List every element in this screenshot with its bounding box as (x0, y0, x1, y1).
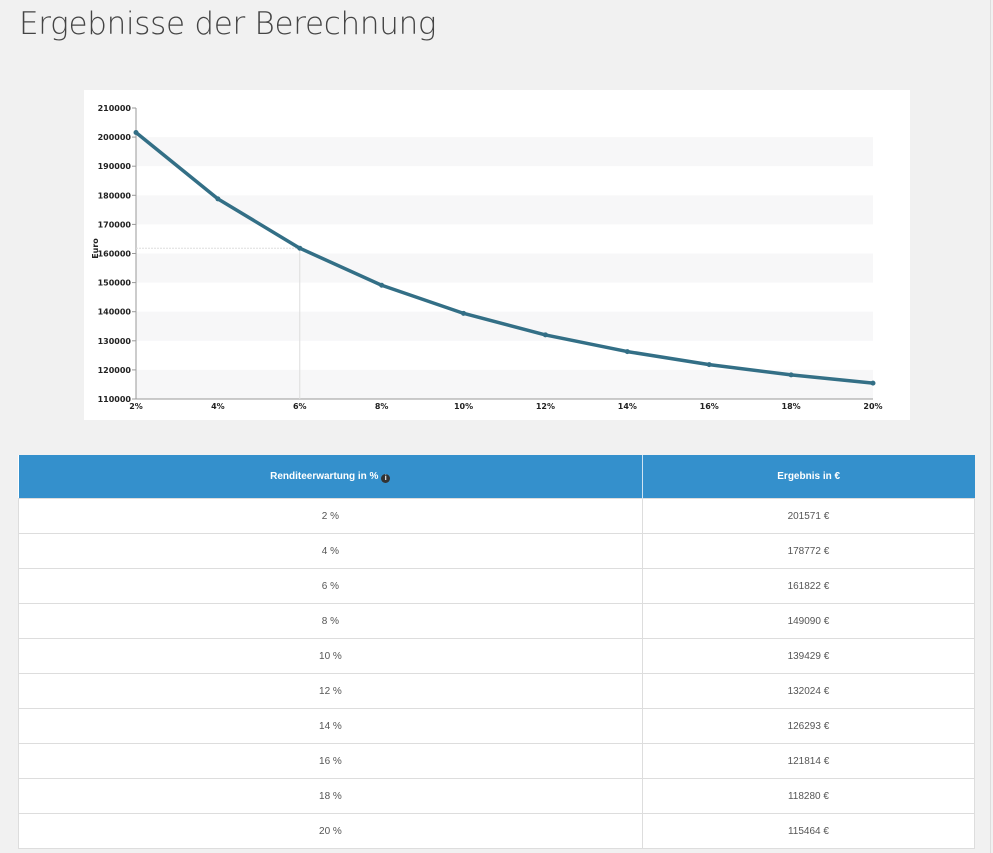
cell-rendite: 10 % (18, 638, 643, 674)
grid-band (136, 137, 873, 167)
cell-ergebnis: 121814 € (641, 743, 976, 779)
data-point (133, 130, 139, 136)
data-point (215, 196, 221, 202)
cell-rendite: 18 % (18, 778, 643, 814)
table-row: 8 % 149090 € (18, 603, 976, 639)
y-tick-label: 160000 (98, 250, 132, 259)
cell-rendite: 20 % (18, 813, 643, 849)
cell-rendite: 14 % (18, 708, 643, 744)
y-tick-label: 180000 (98, 191, 132, 200)
y-tick-label: 190000 (98, 162, 132, 171)
cell-ergebnis: 126293 € (641, 708, 976, 744)
cell-rendite: 4 % (18, 533, 643, 569)
cell-ergebnis: 161822 € (641, 568, 976, 604)
data-point (624, 349, 630, 355)
y-axis-label: Euro (91, 238, 100, 259)
x-tick-label: 16% (700, 402, 719, 411)
x-tick-label: 4% (211, 402, 225, 411)
x-tick-label: 20% (863, 402, 882, 411)
data-point (706, 362, 712, 368)
results-chart: 110000 120000 130000 140000 150000 160000 1700… (84, 90, 910, 420)
table-row: 10 % 139429 € (18, 638, 976, 674)
page-title: Ergebnisse der Berechnung (19, 6, 437, 42)
data-point (542, 332, 548, 338)
y-tick-label: 200000 (98, 133, 132, 142)
y-tick-label: 130000 (98, 337, 132, 346)
data-point (379, 282, 385, 288)
grid-band (136, 311, 873, 341)
table-row: 4 % 178772 € (18, 533, 976, 569)
cell-rendite: 2 % (18, 498, 643, 534)
table-row: 20 % 115464 € (18, 813, 976, 849)
x-tick-label: 12% (536, 402, 555, 411)
cell-rendite: 12 % (18, 673, 643, 709)
x-tick-label: 2% (129, 402, 143, 411)
cell-rendite: 6 % (18, 568, 643, 604)
grid-band (136, 253, 873, 283)
y-tick-label: 150000 (98, 279, 132, 288)
cell-ergebnis: 201571 € (641, 498, 976, 534)
x-tick-label: 10% (454, 402, 473, 411)
table-row: 2 % 201571 € (18, 498, 976, 534)
y-tick-label: 170000 (98, 220, 132, 229)
y-tick-label: 210000 (98, 104, 132, 113)
x-tick-label: 14% (618, 402, 637, 411)
y-tick-label: 110000 (98, 395, 132, 404)
cell-ergebnis: 149090 € (641, 603, 976, 639)
data-point (788, 372, 794, 378)
table-row: 6 % 161822 € (18, 568, 976, 604)
header-ergebnis: Ergebnis in € (642, 455, 975, 499)
x-tick-label: 18% (782, 402, 801, 411)
y-tick-label: 120000 (98, 366, 132, 375)
data-point (870, 380, 876, 386)
cell-ergebnis: 132024 € (641, 673, 976, 709)
cell-ergebnis: 115464 € (641, 813, 976, 849)
x-tick-label: 6% (293, 402, 307, 411)
cell-ergebnis: 139429 € (641, 638, 976, 674)
x-tick-label: 8% (375, 402, 389, 411)
cell-rendite: 16 % (18, 743, 643, 779)
header-rendite: Renditeerwartung in % i (18, 455, 643, 499)
chart-svg: 110000 120000 130000 140000 150000 160000 1700… (91, 104, 883, 411)
table-header-row: Renditeerwartung in % i Ergebnis in € (18, 455, 975, 499)
table-row: 12 % 132024 € (18, 673, 976, 709)
grid-band (136, 369, 873, 399)
table-row: 18 % 118280 € (18, 778, 976, 814)
y-tick-label: 140000 (98, 308, 132, 317)
data-point (461, 310, 467, 316)
grid-band (136, 195, 873, 225)
cell-ergebnis: 118280 € (641, 778, 976, 814)
data-point (297, 245, 303, 251)
info-icon[interactable]: i (381, 473, 391, 483)
cell-ergebnis: 178772 € (641, 533, 976, 569)
table-row: 14 % 126293 € (18, 708, 976, 744)
series-line (134, 131, 874, 385)
results-table: Renditeerwartung in % i Ergebnis in € 2 … (18, 455, 976, 849)
table-row: 16 % 121814 € (18, 743, 976, 779)
cell-rendite: 8 % (18, 603, 643, 639)
